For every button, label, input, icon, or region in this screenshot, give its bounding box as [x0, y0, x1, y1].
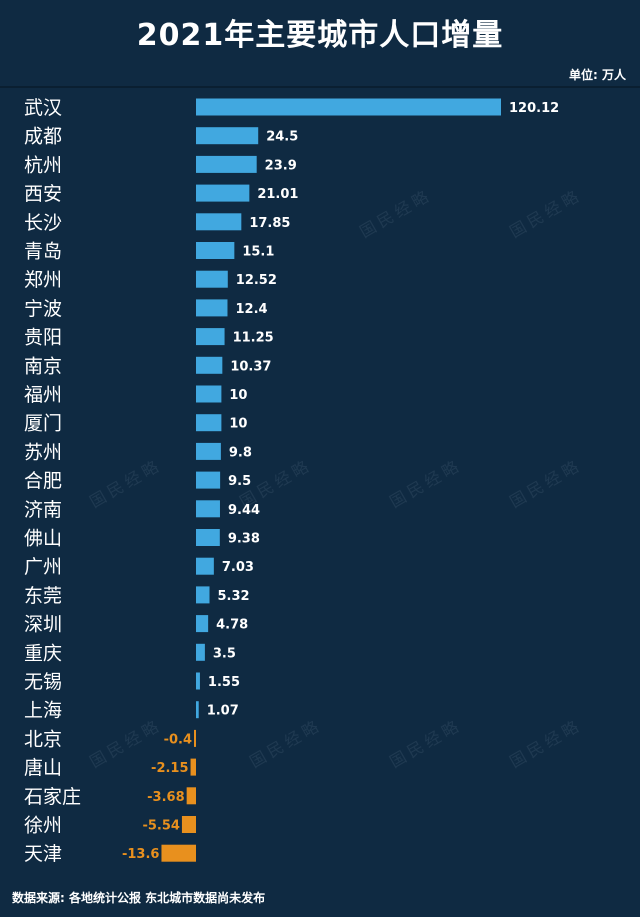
value-label: 12.52 — [236, 273, 277, 288]
bar — [196, 586, 210, 604]
bar — [196, 242, 235, 259]
category-label: 杭州 — [24, 154, 62, 176]
value-label: 1.07 — [207, 704, 239, 719]
value-label: -5.54 — [142, 819, 179, 834]
bar — [196, 155, 257, 173]
category-label: 苏州 — [24, 441, 62, 463]
value-label: -2.15 — [151, 761, 188, 776]
category-label: 宁波 — [24, 298, 62, 320]
category-label: 重庆 — [24, 642, 62, 664]
value-label: 10 — [229, 388, 247, 403]
category-label: 厦门 — [24, 413, 62, 435]
category-label: 长沙 — [24, 212, 62, 234]
category-label: 东莞 — [24, 585, 62, 607]
bar — [196, 500, 220, 518]
value-label: -0.4 — [164, 732, 192, 747]
divider — [0, 86, 640, 88]
category-label: 武汉 — [24, 97, 62, 119]
value-label: 7.03 — [222, 560, 254, 575]
category-label: 无锡 — [24, 671, 62, 693]
bar — [190, 758, 196, 776]
bar — [196, 184, 250, 202]
bar-chart: 武汉 120.12 成都 24.5 杭州 23.9 西安 21.01 长沙 17.85 青岛 15.1… — [24, 97, 559, 865]
value-label: 5.32 — [218, 589, 250, 604]
category-label: 合肥 — [24, 470, 62, 492]
value-label: 9.8 — [229, 445, 252, 460]
value-label: 11.25 — [233, 331, 274, 346]
category-label: 天津 — [24, 843, 62, 865]
value-label: 24.5 — [266, 130, 298, 145]
value-label: 10.37 — [230, 359, 271, 374]
value-label: 10 — [229, 417, 247, 432]
category-label: 济南 — [24, 499, 62, 521]
category-label: 徐州 — [24, 815, 62, 837]
category-label: 深圳 — [24, 614, 62, 636]
bar — [186, 787, 196, 805]
category-label: 佛山 — [24, 528, 62, 550]
category-label: 贵阳 — [24, 327, 62, 349]
value-label: 1.55 — [208, 675, 240, 690]
bar — [196, 471, 221, 489]
bar — [196, 672, 200, 690]
bar — [196, 270, 228, 288]
bar — [196, 643, 205, 661]
category-label: 广州 — [24, 556, 62, 578]
bar — [196, 557, 214, 575]
category-label: 青岛 — [24, 241, 62, 263]
bar — [196, 299, 228, 317]
unit-label: 单位: 万人 — [569, 68, 626, 82]
value-label: -3.68 — [147, 790, 184, 805]
value-label: 9.5 — [228, 474, 251, 489]
bar — [196, 442, 221, 460]
value-label: 120.12 — [509, 101, 559, 116]
category-label: 福州 — [24, 384, 62, 406]
value-label: 15.1 — [242, 245, 274, 260]
bar — [161, 844, 196, 862]
value-label: 9.44 — [228, 503, 260, 518]
bar — [181, 816, 196, 833]
category-label: 南京 — [24, 355, 62, 377]
bar — [196, 213, 242, 231]
category-label: 唐山 — [24, 757, 62, 779]
bar — [196, 356, 223, 374]
bar — [196, 701, 199, 719]
bar — [196, 385, 222, 403]
bar — [196, 127, 259, 145]
category-label: 北京 — [24, 728, 62, 750]
value-label: 23.9 — [265, 158, 297, 173]
value-label: 17.85 — [249, 216, 290, 231]
bar — [196, 529, 220, 546]
bar — [196, 414, 222, 432]
bar — [196, 98, 501, 116]
bar — [196, 615, 209, 633]
value-label: 12.4 — [235, 302, 267, 317]
category-label: 郑州 — [24, 269, 62, 291]
source-footer: 数据来源: 各地统计公报 东北城市数据尚未发布 — [12, 891, 266, 905]
value-label: 21.01 — [257, 187, 298, 202]
category-label: 上海 — [24, 700, 62, 722]
category-label: 西安 — [24, 183, 62, 205]
page-title: 2021年主要城市人口增量 — [136, 18, 504, 53]
bar — [196, 328, 225, 346]
value-label: 3.5 — [213, 646, 236, 661]
bar — [194, 729, 196, 747]
value-label: -13.6 — [122, 847, 159, 862]
value-label: 9.38 — [228, 532, 260, 547]
category-label: 成都 — [24, 126, 62, 148]
category-label: 石家庄 — [24, 786, 81, 808]
value-label: 4.78 — [216, 618, 248, 633]
